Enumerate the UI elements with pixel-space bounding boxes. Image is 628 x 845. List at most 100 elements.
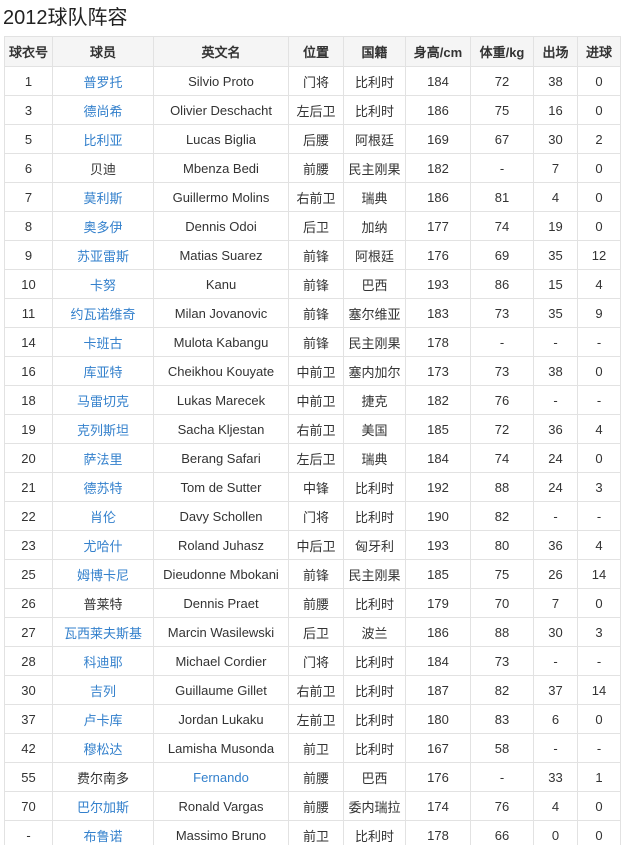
weight-cell: 82	[470, 675, 534, 705]
player-link[interactable]: 吉列	[89, 683, 116, 699]
nationality-cell: 捷克	[343, 385, 406, 415]
player-link[interactable]: 德苏特	[83, 480, 123, 496]
player-en-link[interactable]: Fernando	[193, 769, 249, 785]
height-cell: 180	[405, 704, 471, 734]
goals-cell: -	[577, 733, 621, 763]
table-row: 1 普罗托 Silvio Proto 门将 比利时 184 72 38 0	[4, 66, 621, 96]
player-link[interactable]: 穆松达	[83, 741, 123, 757]
height-cell: 179	[405, 588, 471, 618]
player-link[interactable]: 肖伦	[89, 509, 116, 525]
jersey-cell: 37	[4, 704, 53, 734]
en-name-cell: Matias Suarez	[153, 240, 289, 270]
nationality-cell: 匈牙利	[343, 530, 406, 560]
height-cell: 167	[405, 733, 471, 763]
weight-cell: 80	[470, 530, 534, 560]
weight-cell: 74	[470, 443, 534, 473]
player-cell: 莫利斯	[52, 182, 154, 212]
height-cell: 184	[405, 443, 471, 473]
player-link[interactable]: 约瓦诺维奇	[70, 306, 136, 322]
height-cell: 184	[405, 66, 471, 96]
nationality-cell: 比利时	[343, 675, 406, 705]
height-cell: 186	[405, 182, 471, 212]
en-name-cell: Guillermo Molins	[153, 182, 289, 212]
goals-cell: 14	[577, 675, 621, 705]
player-en-name: Lucas Biglia	[185, 131, 257, 147]
table-row: 9 苏亚雷斯 Matias Suarez 前锋 阿根廷 176 69 35 12	[4, 240, 621, 270]
player-cell: 卢卡库	[52, 704, 154, 734]
weight-cell: 73	[470, 646, 534, 676]
goals-cell: 4	[577, 414, 621, 444]
player-link[interactable]: 尤哈什	[83, 538, 123, 554]
position-cell: 门将	[288, 501, 344, 531]
jersey-cell: 27	[4, 617, 53, 647]
weight-cell: 58	[470, 733, 534, 763]
apps-cell: 26	[533, 559, 578, 589]
player-link[interactable]: 马雷切克	[76, 393, 129, 409]
position-cell: 后卫	[288, 617, 344, 647]
player-link[interactable]: 萨法里	[83, 451, 123, 467]
weight-cell: 86	[470, 269, 534, 299]
weight-cell: 66	[470, 820, 534, 845]
column-header-player: 球员	[52, 36, 154, 67]
en-name-cell: Marcin Wasilewski	[153, 617, 289, 647]
player-link[interactable]: 科迪耶	[83, 654, 123, 670]
column-header-weight: 体重/kg	[470, 36, 534, 67]
jersey-cell: 16	[4, 356, 53, 386]
player-link[interactable]: 瓦西莱夫斯基	[63, 625, 142, 641]
player-link[interactable]: 卡努	[89, 277, 116, 293]
player-en-name: Silvio Proto	[188, 73, 254, 89]
player-link[interactable]: 莫利斯	[83, 190, 123, 206]
table-row: 6 贝迪 Mbenza Bedi 前腰 民主刚果 182 - 7 0	[4, 153, 621, 183]
player-link[interactable]: 姆博卡尼	[76, 567, 129, 583]
player-link[interactable]: 奥多伊	[83, 219, 123, 235]
player-link[interactable]: 巴尔加斯	[76, 799, 129, 815]
jersey-cell: 7	[4, 182, 53, 212]
player-link[interactable]: 普罗托	[83, 74, 123, 90]
nationality-cell: 比利时	[343, 95, 406, 125]
height-cell: 177	[405, 211, 471, 241]
player-en-name: Jordan Lukaku	[178, 711, 264, 727]
table-row: 28 科迪耶 Michael Cordier 门将 比利时 184 73 - -	[4, 646, 621, 676]
position-cell: 右前卫	[288, 414, 344, 444]
position-cell: 前锋	[288, 327, 344, 357]
player-link[interactable]: 库亚特	[83, 364, 123, 380]
player-cell: 库亚特	[52, 356, 154, 386]
en-name-cell: Cheikhou Kouyate	[153, 356, 289, 386]
en-name-cell: Mulota Kabangu	[153, 327, 289, 357]
apps-cell: 24	[533, 472, 578, 502]
position-cell: 前锋	[288, 298, 344, 328]
player-en-name: Guillermo Molins	[172, 189, 270, 205]
player-link[interactable]: 苏亚雷斯	[76, 248, 129, 264]
en-name-cell: Dennis Praet	[153, 588, 289, 618]
apps-cell: 4	[533, 791, 578, 821]
goals-cell: 0	[577, 588, 621, 618]
player-en-name: Davy Schollen	[179, 508, 263, 524]
player-link[interactable]: 克列斯坦	[76, 422, 129, 438]
table-row: 5 比利亚 Lucas Biglia 后腰 阿根廷 169 67 30 2	[4, 124, 621, 154]
player-link[interactable]: 比利亚	[83, 132, 123, 148]
player-link[interactable]: 布鲁诺	[83, 828, 123, 844]
player-cell: 布鲁诺	[52, 820, 154, 845]
apps-cell: 16	[533, 95, 578, 125]
player-en-name: Michael Cordier	[175, 653, 267, 669]
en-name-cell: Guillaume Gillet	[153, 675, 289, 705]
table-row: - 布鲁诺 Massimo Bruno 前卫 比利时 178 66 0 0	[4, 820, 621, 845]
nationality-cell: 阿根廷	[343, 240, 406, 270]
apps-cell: -	[533, 501, 578, 531]
jersey-cell: 20	[4, 443, 53, 473]
player-cell: 姆博卡尼	[52, 559, 154, 589]
apps-cell: -	[533, 733, 578, 763]
table-row: 11 约瓦诺维奇 Milan Jovanovic 前锋 塞尔维亚 183 73 …	[4, 298, 621, 328]
player-link[interactable]: 卢卡库	[83, 712, 123, 728]
player-link[interactable]: 卡班古	[83, 335, 123, 351]
player-en-name: Berang Safari	[181, 450, 261, 466]
position-cell: 前锋	[288, 269, 344, 299]
player-cell: 科迪耶	[52, 646, 154, 676]
goals-cell: 14	[577, 559, 621, 589]
position-cell: 后卫	[288, 211, 344, 241]
player-link[interactable]: 德尚希	[83, 103, 123, 119]
jersey-cell: 22	[4, 501, 53, 531]
player-cell: 比利亚	[52, 124, 154, 154]
goals-cell: -	[577, 327, 621, 357]
en-name-cell: Fernando	[153, 762, 289, 792]
